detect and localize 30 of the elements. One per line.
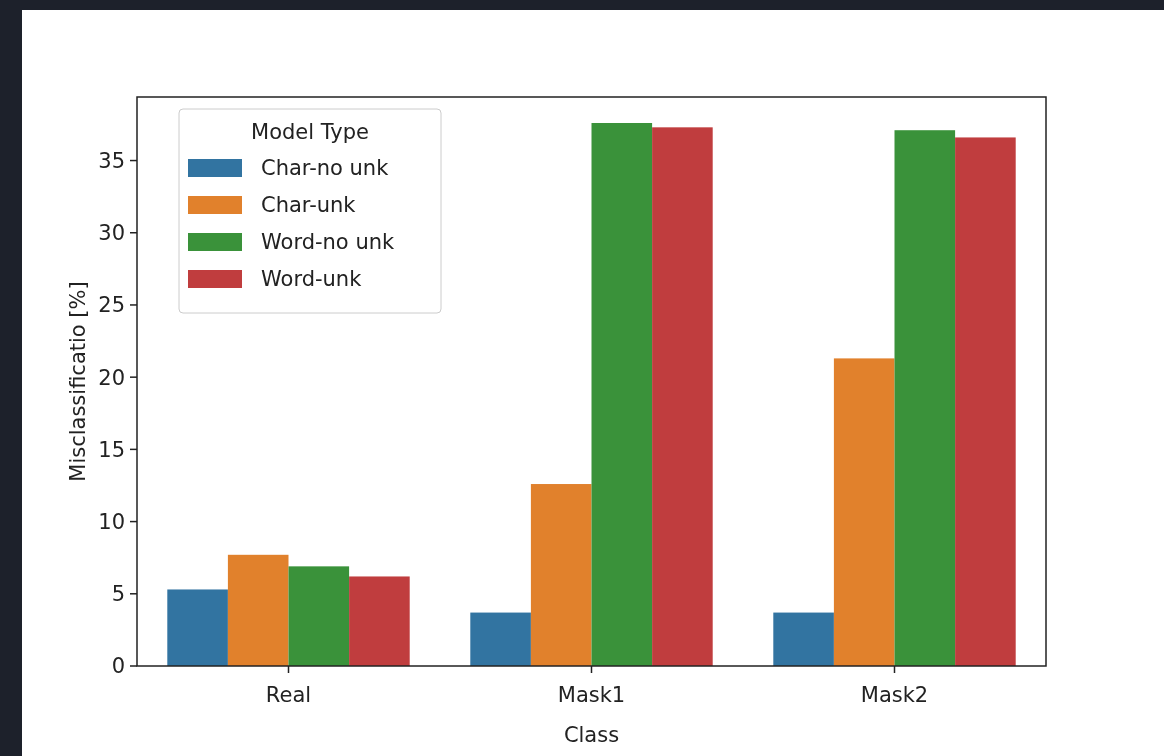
x-axis-title: Class — [563, 723, 620, 747]
y-tick-label: 5 — [111, 582, 125, 607]
x-tick-label: Mask2 — [860, 683, 929, 707]
legend-label: Word-unk — [261, 267, 363, 292]
y-tick-label: 25 — [98, 293, 125, 318]
y-tick-label: 0 — [111, 654, 125, 679]
bar — [591, 123, 653, 666]
x-tick-label: Mask1 — [557, 683, 626, 707]
bar — [955, 137, 1016, 666]
bar — [894, 130, 956, 666]
bar — [652, 127, 713, 666]
legend-label: Char-no unk — [261, 156, 390, 181]
y-tick-label: 30 — [98, 221, 125, 246]
y-tick-label: 20 — [98, 365, 125, 390]
y-tick-label: 35 — [98, 148, 125, 173]
y-tick-label: 15 — [98, 437, 125, 462]
legend-label: Word-no unk — [261, 230, 396, 255]
x-tick-label: Real — [265, 683, 312, 707]
bar — [833, 358, 895, 666]
bar — [349, 576, 410, 666]
bar — [530, 484, 592, 666]
y-tick-label: 10 — [98, 509, 125, 534]
bar — [167, 589, 228, 666]
y-axis-title: Misclassificatio [%] — [66, 281, 90, 482]
legend-label: Char-unk — [261, 193, 357, 218]
bar — [227, 554, 289, 666]
legend-title: Model Type — [251, 120, 369, 144]
bar — [470, 612, 531, 666]
bar — [773, 612, 834, 666]
bar — [288, 566, 350, 666]
